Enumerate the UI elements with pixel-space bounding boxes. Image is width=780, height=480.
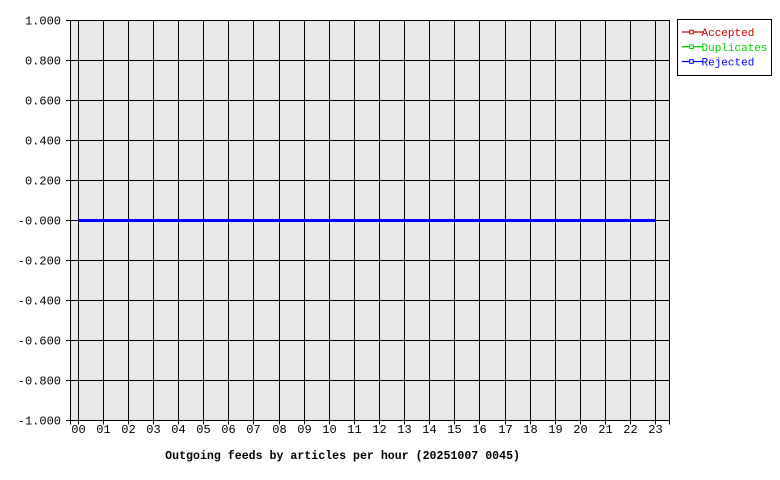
svg-text:11: 11: [347, 423, 361, 437]
svg-text:Rejected: Rejected: [702, 58, 755, 70]
svg-text:17: 17: [498, 423, 512, 437]
svg-text:Duplicates: Duplicates: [702, 43, 768, 55]
svg-text:-0.000: -0.000: [18, 215, 61, 229]
svg-text:14: 14: [422, 423, 436, 437]
svg-text:0.400: 0.400: [25, 135, 61, 149]
svg-text:08: 08: [272, 423, 286, 437]
svg-text:02: 02: [121, 423, 135, 437]
svg-text:07: 07: [246, 423, 260, 437]
svg-text:1.000: 1.000: [25, 15, 61, 29]
svg-text:Accepted: Accepted: [702, 28, 755, 40]
svg-text:-0.400: -0.400: [18, 295, 61, 309]
svg-text:16: 16: [472, 423, 486, 437]
svg-text:20: 20: [573, 423, 587, 437]
svg-text:03: 03: [146, 423, 160, 437]
svg-text:21: 21: [598, 423, 612, 437]
svg-text:Outgoing feeds by articles per: Outgoing feeds by articles per hour (202…: [165, 450, 520, 463]
svg-text:12: 12: [372, 423, 386, 437]
svg-text:-0.200: -0.200: [18, 255, 61, 269]
svg-text:01: 01: [96, 423, 110, 437]
svg-text:0.600: 0.600: [25, 95, 61, 109]
svg-text:0.800: 0.800: [25, 55, 61, 69]
svg-text:0.200: 0.200: [25, 175, 61, 189]
svg-text:19: 19: [548, 423, 562, 437]
svg-text:23: 23: [648, 423, 662, 437]
svg-text:00: 00: [71, 423, 85, 437]
svg-text:22: 22: [623, 423, 637, 437]
svg-text:13: 13: [397, 423, 411, 437]
svg-text:06: 06: [221, 423, 235, 437]
svg-text:10: 10: [322, 423, 336, 437]
svg-text:-1.000: -1.000: [18, 415, 61, 429]
svg-text:15: 15: [447, 423, 461, 437]
svg-text:04: 04: [171, 423, 185, 437]
svg-text:05: 05: [196, 423, 210, 437]
svg-text:09: 09: [297, 423, 311, 437]
svg-text:-0.600: -0.600: [18, 335, 61, 349]
svg-text:18: 18: [523, 423, 537, 437]
svg-text:-0.800: -0.800: [18, 375, 61, 389]
